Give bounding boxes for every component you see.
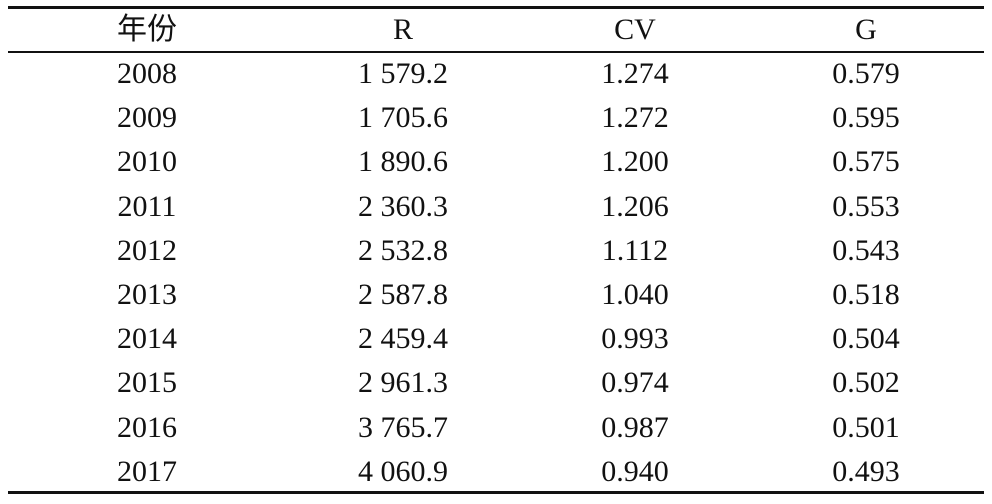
table-cell: 0.518 [832,278,900,311]
table-cell: 1.112 [601,233,669,267]
table-cell: 0.987 [601,410,669,444]
table-cell: 0.940 [601,454,669,488]
table-cell: 1 579.2 [358,57,448,90]
table-cell: 0.504 [832,322,900,356]
header-cell: G [855,13,877,46]
table-cell: 0.974 [601,366,669,400]
table-cell: 1.040 [601,278,669,311]
header-cell: 年份 [117,13,177,46]
table-cell: 2 587.8 [358,278,448,311]
table-cell: 0.502 [832,366,900,400]
row-label: 2011 [117,189,177,223]
table-cell: 2 360.3 [358,189,448,223]
table-cell: 0.543 [832,233,900,267]
header-cell: R [392,13,413,46]
table-cell: 0.553 [832,189,900,223]
table-cell: 0.595 [832,101,900,135]
table-cell: 0.493 [832,454,900,488]
table-cell: 1.272 [601,101,669,135]
table-cell: 2 961.3 [358,366,448,400]
table-cell: 1.274 [601,57,669,90]
table-cell: 1.200 [601,145,669,179]
table-cell: 2 532.8 [358,233,448,267]
row-label: 2016 [117,410,177,444]
table-cell: 1 890.6 [358,145,448,179]
table-cell: 3 765.7 [358,410,448,444]
table-cell: 2 459.4 [358,322,448,356]
row-label: 2017 [117,454,177,488]
row-label: 2012 [117,233,177,267]
table-cell: 4 060.9 [358,454,448,488]
row-label: 2010 [117,145,177,179]
header-cell: CV [614,13,656,46]
bottom-rule [8,491,984,494]
row-label: 2013 [117,278,177,311]
row-label: 2014 [117,322,177,356]
table-cell: 1.206 [601,189,669,223]
row-label: 2015 [117,366,177,400]
table-cell: 0.579 [832,57,900,90]
header-rule [8,51,984,53]
row-label: 2009 [117,101,177,135]
table-cell: 0.993 [601,322,669,356]
table-cell: 1 705.6 [358,101,448,135]
table-cell: 0.575 [832,145,900,179]
top-rule [8,6,984,9]
table-cell: 0.501 [832,410,900,444]
row-label: 2008 [117,57,177,90]
